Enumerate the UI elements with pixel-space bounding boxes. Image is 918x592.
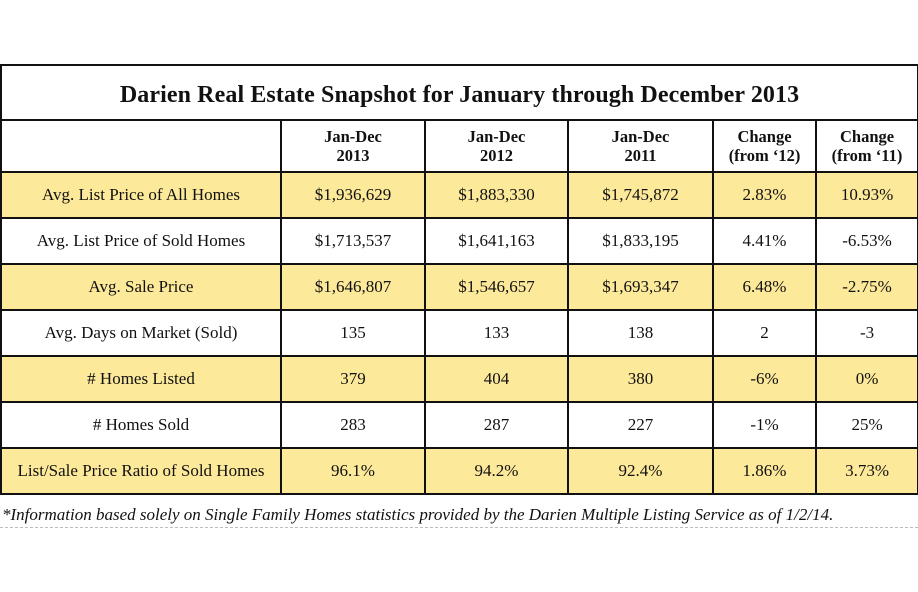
header-change-12: Change (from ‘12)	[712, 119, 817, 173]
header-2012: Jan-Dec 2012	[424, 119, 569, 173]
cell-2013: $1,936,629	[280, 171, 426, 219]
cell-2012: 133	[424, 309, 569, 357]
row-label: Avg. List Price of Sold Homes	[0, 217, 282, 265]
cell-2013: 283	[280, 401, 426, 449]
cell-2013: 135	[280, 309, 426, 357]
cell-2011: $1,693,347	[567, 263, 714, 311]
cell-2012: 404	[424, 355, 569, 403]
table-row: # Homes Sold 283 287 227 -1% 25%	[0, 401, 918, 449]
row-label: List/Sale Price Ratio of Sold Homes	[0, 447, 282, 495]
cell-change-12: -1%	[712, 401, 817, 449]
cell-change-11: 10.93%	[814, 171, 918, 219]
table-row: Avg. Days on Market (Sold) 135 133 138 2…	[0, 309, 918, 357]
header-2011-line1: Jan-Dec	[611, 127, 670, 146]
cell-change-12: 2.83%	[712, 171, 817, 219]
cell-2011: 92.4%	[567, 447, 714, 495]
header-change-12-line1: Change	[737, 127, 792, 146]
header-2012-line1: Jan-Dec	[467, 127, 526, 146]
dashed-divider	[0, 527, 918, 528]
cell-2012: $1,546,657	[424, 263, 569, 311]
cell-change-11: -3	[814, 309, 918, 357]
header-2013-line2: 2013	[336, 146, 370, 165]
header-empty	[0, 119, 282, 173]
cell-2013: $1,713,537	[280, 217, 426, 265]
row-label: # Homes Listed	[0, 355, 282, 403]
table-row: Avg. Sale Price $1,646,807 $1,546,657 $1…	[0, 263, 918, 311]
cell-change-12: -6%	[712, 355, 817, 403]
cell-change-11: -6.53%	[814, 217, 918, 265]
cell-change-12: 1.86%	[712, 447, 817, 495]
cell-2011: $1,833,195	[567, 217, 714, 265]
table-row: List/Sale Price Ratio of Sold Homes 96.1…	[0, 447, 918, 495]
cell-2011: 380	[567, 355, 714, 403]
cell-change-11: 3.73%	[814, 447, 918, 495]
cell-2013: 96.1%	[280, 447, 426, 495]
row-label: Avg. List Price of All Homes	[0, 171, 282, 219]
cell-2011: 138	[567, 309, 714, 357]
table-row: Avg. List Price of All Homes $1,936,629 …	[0, 171, 918, 219]
title-row: Darien Real Estate Snapshot for January …	[0, 64, 918, 121]
cell-2011: 227	[567, 401, 714, 449]
cell-change-12: 6.48%	[712, 263, 817, 311]
row-label: Avg. Sale Price	[0, 263, 282, 311]
cell-change-11: 25%	[814, 401, 918, 449]
header-change-12-line2: (from ‘12)	[728, 146, 801, 165]
real-estate-snapshot-table: Darien Real Estate Snapshot for January …	[0, 64, 918, 495]
cell-2013: $1,646,807	[280, 263, 426, 311]
cell-2012: $1,641,163	[424, 217, 569, 265]
header-2011: Jan-Dec 2011	[567, 119, 714, 173]
footnote: *Information based solely on Single Fami…	[2, 505, 834, 524]
header-change-11: Change (from ‘11)	[814, 119, 918, 173]
header-row: Jan-Dec 2013 Jan-Dec 2012 Jan-Dec 2011 Chan…	[0, 119, 918, 173]
header-change-11-line2: (from ‘11)	[831, 146, 903, 165]
cell-change-12: 4.41%	[712, 217, 817, 265]
cell-2012: $1,883,330	[424, 171, 569, 219]
table-title: Darien Real Estate Snapshot for January …	[0, 64, 918, 121]
cell-2013: 379	[280, 355, 426, 403]
cell-change-11: -2.75%	[814, 263, 918, 311]
row-label: # Homes Sold	[0, 401, 282, 449]
table-row: Avg. List Price of Sold Homes $1,713,537…	[0, 217, 918, 265]
header-change-11-line1: Change	[839, 127, 895, 146]
cell-change-11: 0%	[814, 355, 918, 403]
cell-2012: 94.2%	[424, 447, 569, 495]
header-2013-line1: Jan-Dec	[324, 127, 382, 146]
table-row: # Homes Listed 379 404 380 -6% 0%	[0, 355, 918, 403]
header-2012-line2: 2012	[480, 146, 513, 165]
header-2011-line2: 2011	[624, 146, 657, 165]
row-label: Avg. Days on Market (Sold)	[0, 309, 282, 357]
cell-change-12: 2	[712, 309, 817, 357]
cell-2012: 287	[424, 401, 569, 449]
cell-2011: $1,745,872	[567, 171, 714, 219]
header-2013: Jan-Dec 2013	[280, 119, 426, 173]
